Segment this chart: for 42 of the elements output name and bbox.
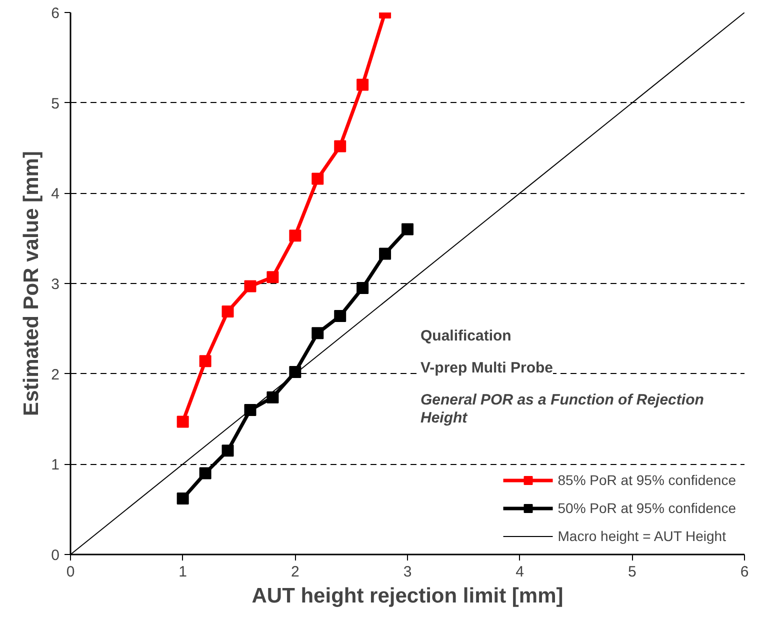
point: [402, 223, 414, 236]
text: V-prep Multi Probe: [420, 360, 554, 376]
x-tick-label: 1: [178, 564, 188, 580]
x-tick-label: 4: [516, 564, 524, 580]
point: [356, 78, 369, 91]
y-tick-label: 6: [51, 5, 60, 22]
point: [356, 282, 369, 294]
y-axis-title: Estimated PoR value [mm]: [20, 151, 44, 416]
point: [289, 366, 302, 378]
y-tick-label: 0: [51, 547, 60, 564]
point: [222, 306, 234, 318]
point: [266, 391, 279, 404]
legend-label: Macro height = AUT Height: [558, 528, 726, 544]
point: [334, 310, 346, 322]
x-tick-label: 6: [740, 564, 749, 580]
point: [289, 230, 302, 242]
point: [244, 280, 256, 292]
x-tick-label: 0: [66, 564, 75, 580]
point: [176, 492, 189, 504]
point: [379, 248, 392, 260]
x-tick-label: 2: [290, 564, 300, 580]
x-axis-title: AUT height rejection limit [mm]: [252, 584, 564, 608]
y-tick-label: 4: [51, 186, 60, 203]
legend-label: 50% PoR at 95% confidence: [558, 500, 736, 516]
point: [312, 327, 324, 340]
point: [334, 140, 346, 152]
point: [222, 444, 234, 457]
point: [266, 271, 279, 284]
point: [244, 404, 256, 416]
y-tick-label: 2: [51, 366, 60, 384]
point: [199, 467, 212, 480]
point: [176, 416, 189, 428]
point: [312, 172, 324, 185]
text: Qualification: [420, 328, 512, 344]
x-tick-label: 5: [628, 564, 636, 580]
point: [199, 355, 212, 368]
x-tick-label: 3: [403, 564, 412, 580]
legend-label: 85% PoR at 95% confidence: [558, 472, 736, 488]
annotation: General POR as a Function of Rejection Height: [420, 392, 704, 426]
y-tick-label: 5: [51, 95, 60, 112]
y-tick-label: 1: [51, 456, 60, 474]
y-tick-label: 3: [51, 276, 60, 293]
